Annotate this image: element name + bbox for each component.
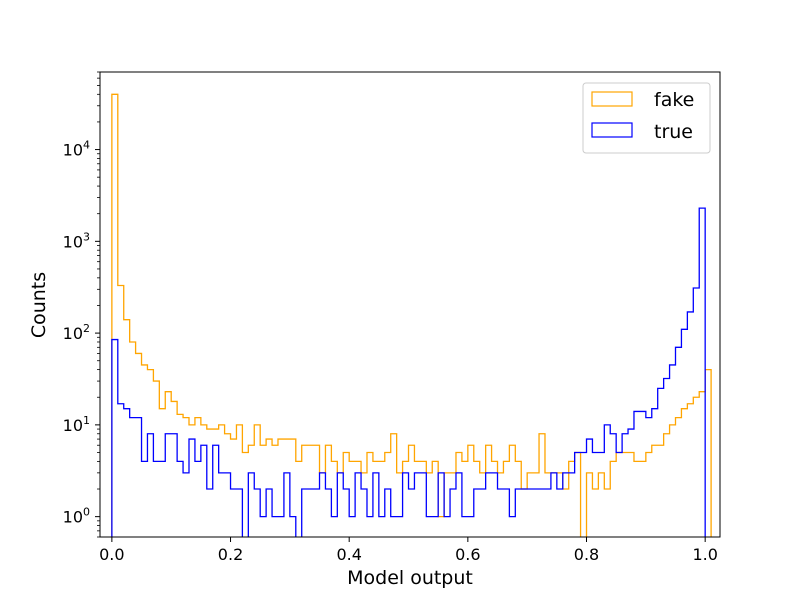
x-tick-label: 1.0 bbox=[692, 545, 717, 564]
histogram-series-group bbox=[111, 93, 712, 537]
y-axis-ticks: 100 101 102 103 104 bbox=[63, 71, 100, 538]
legend-swatch-fake bbox=[591, 91, 633, 107]
legend-label-fake: fake bbox=[654, 89, 694, 111]
x-tick-label: 0.6 bbox=[455, 545, 480, 564]
x-axis-label: Model output bbox=[347, 567, 473, 589]
y-tick-label: 101 bbox=[63, 414, 90, 435]
histogram-series-fake bbox=[111, 93, 712, 537]
y-tick-label: 104 bbox=[63, 139, 90, 160]
y-axis-label: Counts bbox=[28, 272, 50, 338]
x-axis-ticks: 0.0 0.2 0.4 0.6 0.8 1.0 bbox=[99, 537, 718, 564]
x-tick-label: 0.8 bbox=[574, 545, 599, 564]
histogram-series-true bbox=[111, 207, 706, 537]
y-tick-label: 100 bbox=[63, 506, 90, 527]
x-tick-label: 0.0 bbox=[99, 545, 124, 564]
legend-swatch-true bbox=[591, 122, 633, 138]
legend: fake true bbox=[582, 82, 711, 154]
x-tick-label: 0.4 bbox=[336, 545, 361, 564]
y-tick-label: 103 bbox=[63, 230, 90, 251]
legend-box bbox=[582, 82, 711, 154]
plot-frame bbox=[99, 71, 721, 538]
y-tick-label: 102 bbox=[63, 322, 90, 343]
legend-label-true: true bbox=[654, 121, 693, 143]
x-tick-label: 0.2 bbox=[218, 545, 243, 564]
